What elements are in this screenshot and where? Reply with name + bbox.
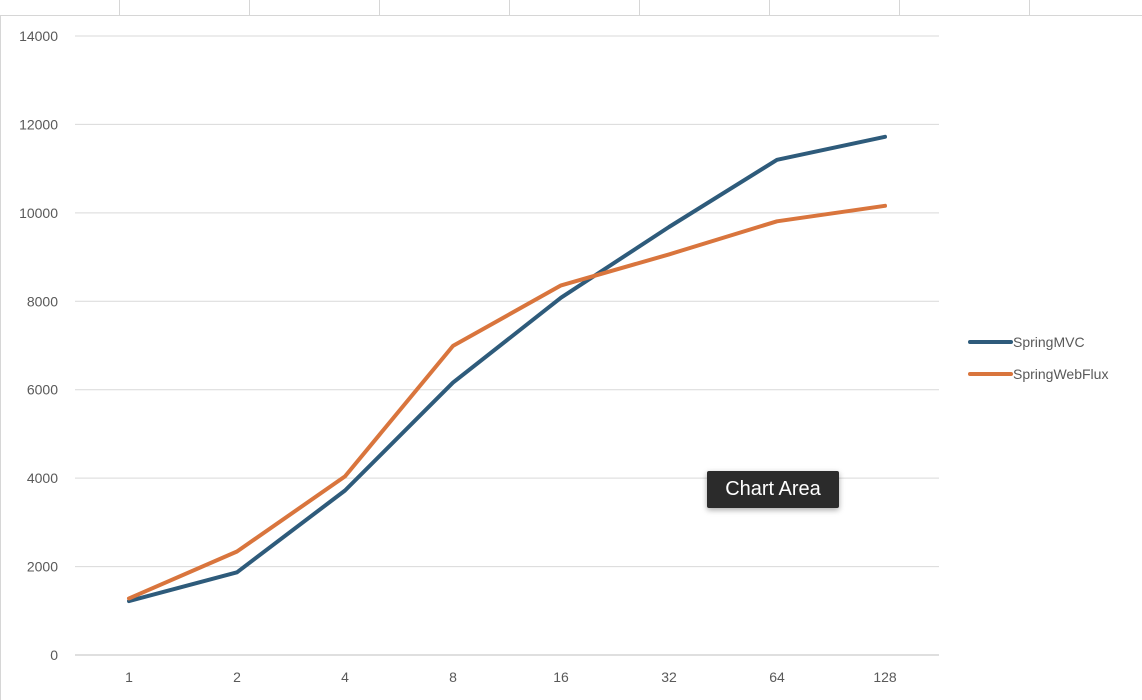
series-line-springmvc[interactable] [127, 134, 887, 604]
series-lines[interactable] [127, 134, 887, 604]
x-tick-label: 1 [125, 669, 133, 685]
y-tick-label: 0 [50, 647, 58, 663]
legend-label[interactable]: SpringMVC [1013, 334, 1085, 350]
x-tick-label: 64 [769, 669, 785, 685]
x-tick-label: 128 [873, 669, 897, 685]
x-tick-label: 8 [449, 669, 457, 685]
y-tick-label: 12000 [19, 116, 58, 132]
y-tick-label: 10000 [19, 205, 58, 221]
x-tick-label: 4 [341, 669, 349, 685]
y-tick-label: 4000 [27, 470, 58, 486]
x-axis-labels: 1 2 4 8 16 32 64 128 [125, 669, 897, 685]
gridlines [75, 35, 939, 656]
x-tick-label: 2 [233, 669, 241, 685]
x-tick-label: 16 [553, 669, 569, 685]
y-tick-label: 8000 [27, 293, 58, 309]
series-line-springwebflux[interactable] [127, 203, 887, 601]
y-axis-labels: 0 2000 4000 6000 8000 10000 12000 14000 [19, 28, 58, 663]
y-tick-label: 14000 [19, 28, 58, 44]
legend-label[interactable]: SpringWebFlux [1013, 366, 1108, 382]
legend[interactable]: SpringMVC SpringWebFlux [968, 334, 1108, 382]
y-tick-label: 2000 [27, 559, 58, 575]
y-tick-label: 6000 [27, 382, 58, 398]
x-tick-label: 32 [661, 669, 677, 685]
chart-area-tooltip: Chart Area [707, 471, 839, 508]
